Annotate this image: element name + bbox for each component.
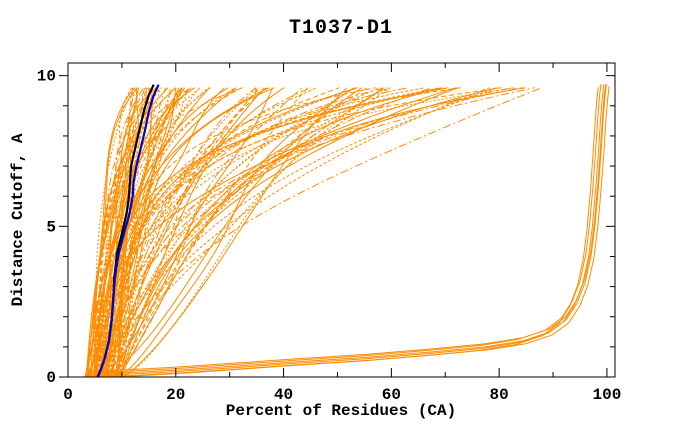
y-axis-label: Distance Cutoff, A — [9, 133, 27, 306]
prediction-curve — [104, 87, 385, 377]
prediction-curve — [84, 87, 502, 377]
prediction-curve — [96, 87, 285, 377]
prediction-curve — [94, 87, 409, 377]
prediction-curve — [117, 87, 459, 377]
prediction-curve — [85, 87, 177, 377]
prediction-curve — [95, 87, 425, 377]
prediction-curve — [109, 87, 317, 377]
x-tick-label: 0 — [63, 386, 73, 404]
prediction-curve — [98, 87, 175, 377]
prediction-curve — [118, 87, 210, 377]
prediction-curve — [91, 87, 381, 377]
prediction-curve — [85, 87, 390, 377]
prediction-curve — [116, 87, 523, 377]
prediction-curve — [86, 87, 457, 377]
prediction-curve — [85, 87, 169, 377]
outlier-curve — [89, 84, 607, 372]
prediction-curve — [119, 87, 498, 377]
outlier-curve — [89, 84, 602, 373]
prediction-curve — [94, 87, 200, 377]
prediction-curve — [116, 87, 161, 377]
prediction-curve — [102, 87, 171, 377]
prediction-curve — [87, 87, 358, 377]
x-tick-label: 80 — [490, 386, 509, 404]
prediction-curve — [107, 87, 153, 377]
prediction-curve — [93, 87, 136, 377]
x-tick-label: 100 — [593, 386, 622, 404]
prediction-curve — [103, 87, 432, 377]
prediction-curve — [98, 87, 163, 377]
prediction-curve — [119, 87, 526, 377]
prediction-curve — [100, 87, 183, 377]
prediction-curve — [96, 87, 441, 377]
prediction-curve — [94, 87, 265, 377]
prediction-curve — [102, 87, 363, 377]
curves-layer — [84, 84, 610, 377]
prediction-curve — [113, 87, 309, 377]
y-tick-label: 10 — [37, 68, 56, 86]
prediction-curve — [109, 87, 386, 377]
prediction-curve — [93, 87, 148, 377]
prediction-curve — [94, 87, 161, 377]
prediction-curve — [98, 87, 275, 377]
y-tick-label: 0 — [46, 369, 56, 387]
prediction-curve — [115, 87, 368, 377]
y-tick-label: 5 — [46, 218, 56, 236]
x-tick-label: 40 — [274, 386, 293, 404]
prediction-curve — [100, 87, 145, 377]
outlier-curve — [89, 86, 599, 377]
prediction-curve — [121, 87, 384, 377]
highlight-model-blue — [96, 84, 160, 377]
prediction-curve — [100, 87, 517, 377]
outlier-curve — [89, 84, 607, 375]
prediction-curve — [107, 87, 490, 377]
x-axis-label: Percent of Residues (CA) — [226, 402, 456, 420]
x-tick-label: 20 — [166, 386, 185, 404]
prediction-curve — [93, 87, 157, 377]
chart-title: T1037-D1 — [289, 17, 393, 40]
plot-border — [67, 62, 616, 378]
x-tick-label: 60 — [382, 386, 401, 404]
prediction-curve — [107, 87, 258, 377]
axes-layer: 0 20 40 60 80 100 0 5 10 — [37, 62, 622, 404]
